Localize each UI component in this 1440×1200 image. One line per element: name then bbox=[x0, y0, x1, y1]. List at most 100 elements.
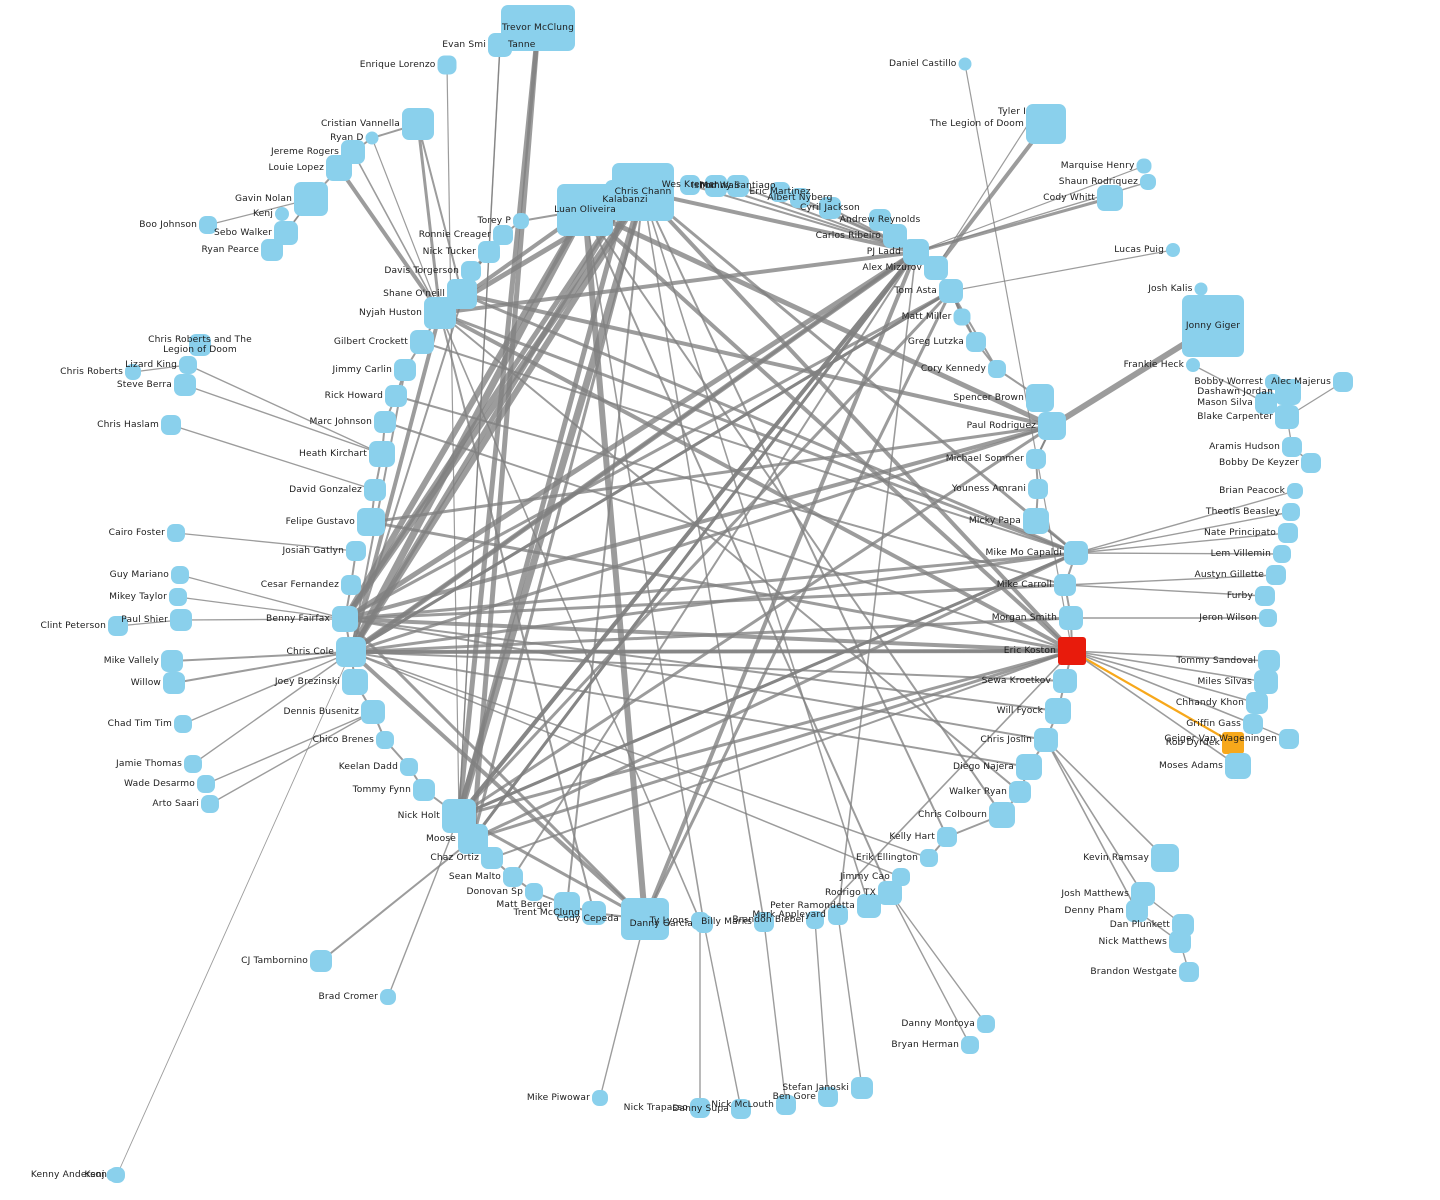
graph-node[interactable] bbox=[199, 216, 217, 234]
graph-node[interactable] bbox=[1259, 609, 1277, 627]
graph-node[interactable] bbox=[977, 1015, 995, 1033]
graph-node[interactable] bbox=[179, 356, 197, 374]
graph-node[interactable] bbox=[1282, 503, 1300, 521]
graph-node[interactable] bbox=[819, 197, 841, 219]
graph-node[interactable] bbox=[488, 33, 512, 57]
graph-node[interactable] bbox=[1243, 714, 1263, 734]
graph-node[interactable] bbox=[1140, 174, 1156, 190]
graph-node[interactable] bbox=[376, 731, 394, 749]
graph-node[interactable] bbox=[174, 374, 196, 396]
graph-node[interactable] bbox=[770, 182, 790, 202]
graph-node[interactable] bbox=[705, 175, 727, 197]
graph-node[interactable] bbox=[958, 57, 972, 71]
graph-node[interactable] bbox=[1266, 565, 1286, 585]
graph-node[interactable] bbox=[790, 188, 810, 208]
graph-node[interactable] bbox=[1333, 372, 1353, 392]
graph-node[interactable] bbox=[806, 911, 824, 929]
graph-node[interactable] bbox=[493, 225, 513, 245]
graph-node[interactable] bbox=[1275, 379, 1301, 405]
graph-node[interactable] bbox=[1255, 392, 1277, 414]
graph-node[interactable] bbox=[690, 1098, 710, 1118]
graph-node[interactable] bbox=[1059, 606, 1083, 630]
graph-node[interactable] bbox=[857, 894, 881, 918]
graph-node[interactable] bbox=[108, 616, 128, 636]
graph-node[interactable] bbox=[385, 385, 407, 407]
graph-node[interactable] bbox=[171, 566, 189, 584]
graph-node[interactable] bbox=[197, 775, 215, 793]
graph-node[interactable] bbox=[1136, 158, 1152, 174]
graph-node[interactable] bbox=[310, 950, 332, 972]
graph-node[interactable] bbox=[525, 883, 543, 901]
graph-node[interactable] bbox=[342, 669, 368, 695]
graph-node[interactable] bbox=[336, 637, 366, 667]
graph-node[interactable] bbox=[424, 297, 456, 329]
graph-node[interactable] bbox=[828, 905, 848, 925]
graph-node[interactable] bbox=[357, 508, 385, 536]
graph-node[interactable] bbox=[261, 239, 283, 261]
graph-node[interactable] bbox=[776, 1095, 796, 1115]
graph-node[interactable] bbox=[989, 802, 1015, 828]
graph-node[interactable] bbox=[1179, 962, 1199, 982]
graph-node[interactable] bbox=[727, 175, 749, 197]
graph-node[interactable] bbox=[125, 364, 141, 380]
graph-node[interactable] bbox=[988, 360, 1006, 378]
graph-node[interactable] bbox=[394, 359, 416, 381]
graph-node[interactable] bbox=[1064, 541, 1088, 565]
graph-node[interactable] bbox=[501, 5, 575, 51]
graph-node[interactable] bbox=[1026, 384, 1054, 412]
graph-node[interactable] bbox=[1045, 698, 1071, 724]
graph-node[interactable] bbox=[189, 334, 211, 356]
graph-node[interactable] bbox=[1282, 437, 1302, 457]
graph-node[interactable] bbox=[1151, 844, 1179, 872]
graph-node[interactable] bbox=[1255, 586, 1275, 606]
graph-node[interactable] bbox=[1026, 104, 1066, 144]
graph-node[interactable] bbox=[1254, 670, 1278, 694]
graph-node[interactable] bbox=[1016, 754, 1042, 780]
graph-node[interactable] bbox=[413, 779, 435, 801]
graph-node[interactable] bbox=[369, 441, 395, 467]
graph-node[interactable] bbox=[364, 479, 386, 501]
graph-node[interactable] bbox=[754, 912, 774, 932]
graph-node[interactable] bbox=[275, 207, 289, 221]
graph-node[interactable] bbox=[1287, 483, 1303, 499]
graph-node[interactable] bbox=[680, 175, 700, 195]
graph-node[interactable] bbox=[169, 588, 187, 606]
graph-node[interactable] bbox=[346, 541, 366, 561]
graph-node[interactable] bbox=[554, 892, 580, 918]
graph-node[interactable] bbox=[478, 241, 500, 263]
graph-node[interactable] bbox=[161, 650, 183, 672]
graph-node[interactable] bbox=[174, 715, 192, 733]
graph-node[interactable] bbox=[731, 1099, 751, 1119]
graph-node[interactable] bbox=[1273, 545, 1291, 563]
graph-node[interactable] bbox=[167, 524, 185, 542]
graph-node[interactable] bbox=[1279, 729, 1299, 749]
graph-node[interactable] bbox=[695, 915, 713, 933]
graph-node[interactable] bbox=[461, 261, 481, 281]
graph-node[interactable] bbox=[1053, 669, 1077, 693]
graph-node[interactable] bbox=[326, 155, 352, 181]
graph-node[interactable] bbox=[374, 411, 396, 433]
graph-node[interactable] bbox=[365, 131, 379, 145]
graph-node[interactable] bbox=[1301, 453, 1321, 473]
graph-node[interactable] bbox=[513, 213, 529, 229]
graph-node[interactable] bbox=[1028, 479, 1048, 499]
graph-node[interactable] bbox=[163, 672, 185, 694]
graph-node[interactable] bbox=[109, 1167, 125, 1183]
graph-node[interactable] bbox=[1222, 732, 1244, 754]
graph-node[interactable] bbox=[1097, 185, 1123, 211]
graph-node[interactable] bbox=[400, 758, 418, 776]
graph-node[interactable] bbox=[961, 1036, 979, 1054]
graph-node[interactable] bbox=[402, 108, 434, 140]
graph-node[interactable] bbox=[1172, 914, 1194, 936]
graph-node[interactable] bbox=[920, 849, 938, 867]
graph-node[interactable] bbox=[851, 1077, 873, 1099]
graph-node[interactable] bbox=[380, 989, 396, 1005]
graph-node[interactable] bbox=[437, 55, 457, 75]
graph-node[interactable] bbox=[1034, 728, 1058, 752]
graph-node[interactable] bbox=[1278, 523, 1298, 543]
graph-node[interactable] bbox=[341, 575, 361, 595]
graph-node[interactable] bbox=[170, 609, 192, 631]
graph-node[interactable] bbox=[937, 827, 957, 847]
